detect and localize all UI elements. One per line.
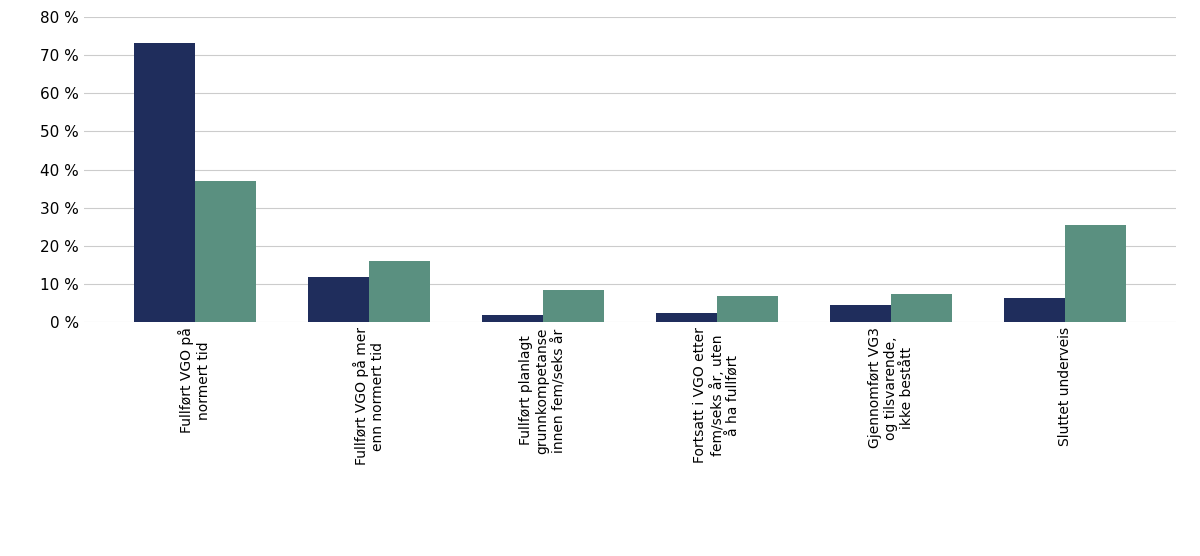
Bar — [482, 315, 542, 322]
Legend: Barn uten barnevernstiltak, Barn med barnevernstiltak: Barn uten barnevernstiltak, Barn med bar… — [368, 550, 892, 556]
Bar — [194, 181, 256, 322]
Bar — [133, 43, 194, 322]
Bar — [1004, 297, 1066, 322]
Bar — [368, 261, 430, 322]
Bar — [718, 296, 778, 322]
Bar — [542, 290, 604, 322]
Bar — [307, 277, 368, 322]
Bar — [1066, 225, 1127, 322]
Bar — [830, 305, 892, 322]
Bar — [892, 294, 953, 322]
Bar — [656, 313, 718, 322]
